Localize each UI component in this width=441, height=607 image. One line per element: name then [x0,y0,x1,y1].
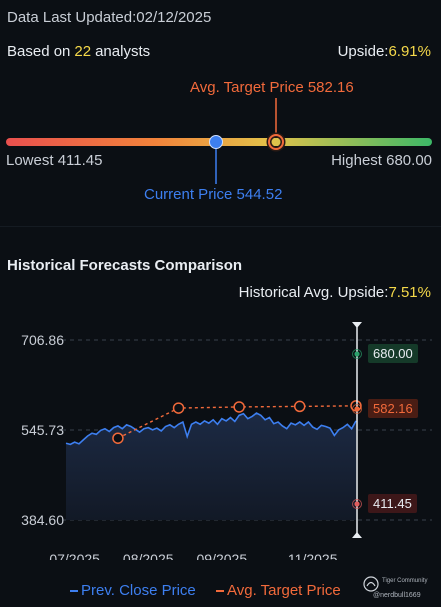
legend-target-label: Avg. Target Price [227,582,341,599]
analyst-count-value: 22 [74,43,92,60]
lowest-label: Lowest 411.45 [6,152,103,169]
historical-upside-label: Historical Avg. Upside: [238,284,389,301]
avg-target-chip: 582.16 [368,399,418,418]
x-tick-label: 09/2025 [197,551,248,560]
range-target-dot-ring [352,349,362,359]
historical-title: Historical Forecasts Comparison [7,257,243,274]
avg-target-point [172,402,185,414]
avg-target-marker-ring [268,134,284,150]
watermark: Tiger Community @nerdbull1669 [363,574,433,602]
section-divider [0,226,441,227]
watermark-brand: Tiger Community [382,578,428,584]
range-top-arrow-icon [352,322,362,328]
y-tick-label: 545.73 [21,422,64,438]
high-target-chip: 680.00 [368,344,418,363]
upside-label: Upside: [337,43,389,60]
last-updated: Data Last Updated: 02/12/2025 [7,9,211,26]
historical-chart: 706.86 545.73 384.60 07/2025 08/2025 09/2025 1… [21,322,432,560]
low-target-chip: 411.45 [368,494,417,513]
upside: Upside: 6.91% [338,43,431,60]
tiger-logo-icon [363,576,379,592]
close-price-line [65,412,357,446]
historical-upside: Historical Avg. Upside: 7.51% [239,284,431,301]
range-bottom-arrow-icon [352,532,362,538]
range-target-dot-ring [352,404,362,414]
last-updated-label: Data Last Updated: [7,9,137,26]
legend-close-price: Prev. Close Price [70,582,196,599]
legend-close-swatch [70,589,78,592]
price-range-gauge [6,98,432,184]
x-tick-label: 07/2025 [49,551,100,560]
historical-upside-value: 7.51% [388,284,431,301]
avg-target-point [233,401,245,413]
avg-target-point [112,432,124,444]
avg-target-label: Avg. Target Price 582.16 [190,79,354,96]
x-tick-label: 11/2025 [288,551,338,560]
analyst-prefix: Based on [7,43,71,60]
range-target-dot [354,406,360,412]
legend-avg-target: Avg. Target Price [216,582,341,599]
highest-label: Highest 680.00 [331,152,432,169]
avg-target-point [293,400,306,413]
range-target-dot [354,351,360,357]
analyst-suffix: analysts [95,43,151,60]
watermark-user: @nerdbull1669 [373,592,421,599]
range-target-dot [354,501,360,507]
x-tick-label: 08/2025 [123,551,174,560]
close-price-area [66,413,356,520]
current-price-label: Current Price 544.52 [144,186,283,203]
analyst-count: Based on 22 analysts [7,43,150,60]
y-tick-label: 706.86 [21,332,64,348]
last-updated-value: 02/12/2025 [136,9,212,26]
legend-close-label: Prev. Close Price [81,582,196,599]
legend-target-swatch [216,589,224,592]
upside-value: 6.91% [388,43,431,60]
current-price-marker [209,135,223,149]
range-target-dot-ring [352,499,362,509]
y-tick-label: 384.60 [21,512,64,528]
